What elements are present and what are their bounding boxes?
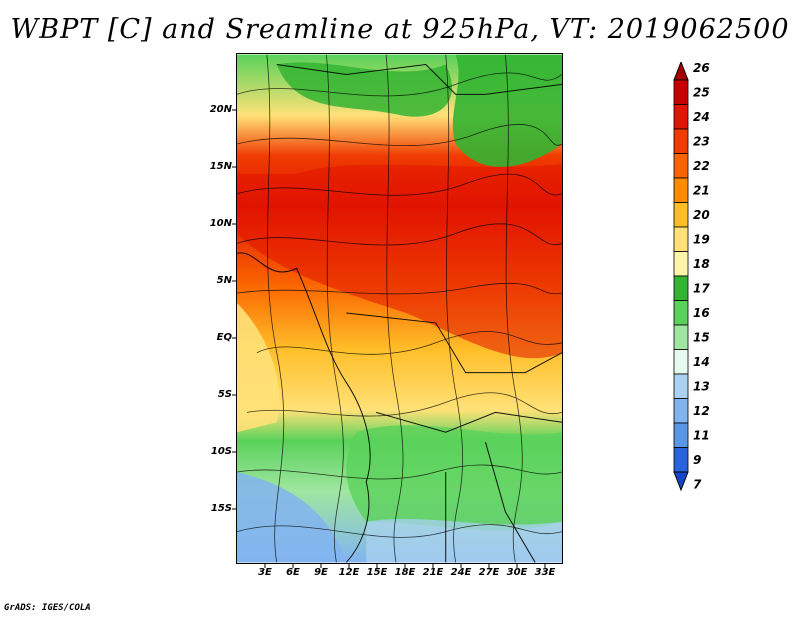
lat-label-15s: 15S (210, 503, 232, 514)
lon-label-12e: 12E (338, 567, 360, 578)
lat-label-20n: 20N (209, 104, 232, 115)
colorbar-swatch (673, 226, 689, 252)
colorbar-label: 20 (693, 208, 710, 222)
lat-label-eq: EQ (216, 332, 232, 343)
colorbar-swatch (673, 398, 689, 424)
colorbar-label: 19 (693, 232, 710, 246)
colorbar-swatch (673, 128, 689, 154)
colorbar-label: 25 (693, 85, 710, 99)
colorbar-swatch (673, 422, 689, 448)
colorbar-label: 17 (693, 281, 710, 295)
lat-label-15n: 15N (209, 161, 232, 172)
colorbar-label: 22 (693, 159, 710, 173)
wbpt-streamline-map (236, 53, 563, 564)
lon-label-27e: 27E (478, 567, 500, 578)
colorbar-label: 14 (693, 355, 710, 369)
lon-label-18e: 18E (394, 567, 416, 578)
colorbar-swatch (673, 373, 689, 399)
colorbar-label: 13 (693, 379, 710, 393)
colorbar-swatch (673, 153, 689, 179)
colorbar-swatch (673, 349, 689, 375)
lat-label-10s: 10S (210, 446, 232, 457)
colorbar-swatch (673, 79, 689, 105)
colorbar-swatch (673, 300, 689, 326)
colorbar-label: 11 (693, 428, 710, 442)
lon-label-30e: 30E (506, 567, 528, 578)
colorbar-swatch (673, 104, 689, 130)
colorbar-label: 21 (693, 183, 710, 197)
lon-label-15e: 15E (366, 567, 388, 578)
lat-label-5n: 5N (216, 275, 232, 286)
colorbar-label: 15 (693, 330, 710, 344)
colorbar-label: 18 (693, 257, 710, 271)
colorbar-swatch (673, 324, 689, 350)
grads-credit: GrADS: IGES/COLA (4, 603, 91, 613)
lat-label-5s: 5S (217, 389, 232, 400)
colorbar-label: 12 (693, 404, 710, 418)
colorbar: 26 25 24 23 22 21 20 19 18 17 16 15 14 13 12 11 9 7 (673, 62, 710, 492)
colorbar-label: 24 (693, 110, 710, 124)
colorbar-swatch (673, 447, 689, 473)
colorbar-top-arrow (673, 62, 689, 81)
lat-label-10n: 10N (209, 218, 232, 229)
colorbar-label: 23 (693, 134, 710, 148)
colorbar-swatch (673, 251, 689, 277)
colorbar-label: 16 (693, 306, 710, 320)
colorbar-label: 26 (693, 62, 710, 75)
lon-label-6e: 6E (286, 567, 300, 578)
lon-label-24e: 24E (450, 567, 472, 578)
colorbar-swatch (673, 275, 689, 301)
lon-label-9e: 9E (314, 567, 328, 578)
lon-label-21e: 21E (422, 567, 444, 578)
colorbar-bottom-arrow (673, 471, 689, 492)
colorbar-label: 7 (693, 477, 702, 491)
colorbar-swatch (673, 202, 689, 228)
lon-label-33e: 33E (534, 567, 556, 578)
map-title: WBPT [C] and Sreamline at 925hPa, VT: 20… (10, 14, 790, 45)
colorbar-swatch (673, 177, 689, 203)
colorbar-label: 9 (693, 453, 701, 467)
lon-label-3e: 3E (258, 567, 272, 578)
